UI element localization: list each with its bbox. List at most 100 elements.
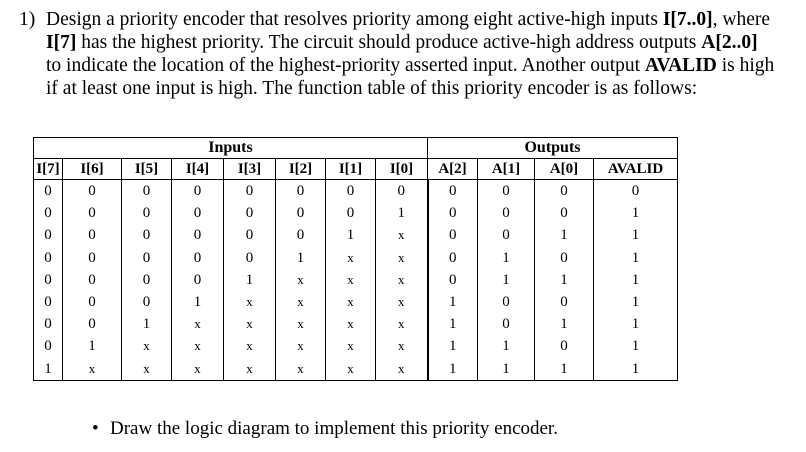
- table-cell: 1: [534, 357, 594, 381]
- table-cell: 0: [121, 290, 172, 314]
- table-cell: x: [275, 313, 326, 336]
- table-cell: x: [121, 357, 172, 381]
- table-cell: x: [223, 313, 276, 336]
- column-header: AVALID: [593, 158, 678, 180]
- table-cell: x: [375, 224, 428, 247]
- table-cell: x: [275, 268, 326, 291]
- table-cell: 0: [62, 179, 122, 203]
- table-cell: x: [275, 290, 326, 314]
- table-cell: 0: [426, 179, 478, 203]
- table-cell: 0: [62, 313, 122, 336]
- table-cell: 0: [33, 179, 63, 203]
- table-cell: 0: [121, 224, 172, 247]
- table-cell: 1: [534, 313, 594, 336]
- table-cell: 0: [121, 179, 172, 203]
- table-cell: x: [275, 357, 326, 381]
- table-cell: 0: [33, 335, 63, 358]
- bullet-icon: •: [92, 418, 99, 439]
- table-cell: 1: [593, 246, 678, 269]
- table-cell: 0: [223, 224, 276, 247]
- table-cell: x: [375, 290, 428, 314]
- table-cell: 1: [121, 313, 172, 336]
- table-cell: 0: [325, 179, 376, 203]
- table-cell: 0: [534, 246, 594, 269]
- problem-text-bold-term: AVALID: [644, 55, 717, 76]
- table-cell: 1: [593, 290, 678, 314]
- table-cell: 0: [62, 290, 122, 314]
- table-cell: 0: [33, 224, 63, 247]
- table-cell: x: [375, 357, 428, 381]
- table-cell: 0: [121, 202, 172, 225]
- table-cell: 1: [33, 357, 63, 381]
- column-header: I[7]: [33, 158, 63, 180]
- table-cell: x: [171, 357, 224, 381]
- inputs-group-header: Inputs: [33, 137, 428, 159]
- table-cell: x: [223, 335, 276, 358]
- table-cell: x: [325, 357, 376, 381]
- table-cell: 0: [426, 268, 478, 291]
- problem-text-bold-term: I[7]: [46, 32, 77, 53]
- table-cell: 0: [426, 202, 478, 225]
- table-cell: 0: [534, 202, 594, 225]
- table-cell: 0: [275, 224, 326, 247]
- table-cell: 0: [171, 268, 224, 291]
- table-cell: x: [223, 357, 276, 381]
- table-cell: 1: [534, 268, 594, 291]
- column-header: A[0]: [534, 158, 594, 180]
- problem-text-segment: , where: [712, 9, 771, 30]
- table-cell: 1: [477, 335, 535, 358]
- table-cell: 0: [477, 179, 535, 203]
- column-header: I[5]: [121, 158, 172, 180]
- table-cell: x: [375, 313, 428, 336]
- table-cell: 1: [477, 357, 535, 381]
- outputs-group-header: Outputs: [427, 137, 678, 159]
- table-cell: 1: [426, 290, 478, 314]
- problem-text-bold-term: I[7..0]: [662, 9, 713, 30]
- problem-text-bold-term: A[2..0]: [701, 32, 758, 53]
- table-cell: 1: [62, 335, 122, 358]
- problem-text: Design a priority encoder that resolves …: [46, 8, 776, 100]
- table-cell: 1: [477, 246, 535, 269]
- column-header: I[4]: [171, 158, 224, 180]
- table-cell: 0: [477, 202, 535, 225]
- table-cell: 0: [477, 224, 535, 247]
- column-header: I[2]: [275, 158, 326, 180]
- table-cell: 0: [477, 290, 535, 314]
- table-cell: 1: [534, 224, 594, 247]
- table-cell: 1: [426, 335, 478, 358]
- column-header: A[2]: [427, 158, 478, 180]
- problem-text-segment: to indicate the location of the highest-…: [46, 55, 645, 76]
- table-cell: x: [223, 290, 276, 314]
- table-cell: 1: [275, 246, 326, 269]
- table-cell: x: [375, 335, 428, 358]
- table-cell: x: [171, 335, 224, 358]
- table-cell: x: [62, 357, 122, 381]
- table-cell: 0: [534, 179, 594, 203]
- table-cell: 1: [325, 224, 376, 247]
- table-cell: 0: [534, 290, 594, 314]
- table-cell: x: [275, 335, 326, 358]
- table-cell: x: [325, 268, 376, 291]
- table-cell: 0: [33, 290, 63, 314]
- bullet-text: Draw the logic diagram to implement this…: [110, 418, 558, 439]
- table-cell: 0: [325, 202, 376, 225]
- table-cell: 0: [223, 179, 276, 203]
- table-cell: 1: [426, 313, 478, 336]
- table-cell: 1: [593, 313, 678, 336]
- table-cell: x: [375, 268, 428, 291]
- table-cell: 1: [593, 268, 678, 291]
- table-cell: 0: [593, 179, 678, 203]
- table-cell: 1: [593, 335, 678, 358]
- function-table: Inputs Outputs I[7] I[6] I[5] I[4] I[3] I[2] I…: [33, 137, 678, 381]
- table-cell: 1: [375, 202, 428, 225]
- table-cell: 0: [375, 179, 428, 203]
- table-cell: 0: [33, 246, 63, 269]
- table-cell: 1: [223, 268, 276, 291]
- table-cell: 0: [275, 202, 326, 225]
